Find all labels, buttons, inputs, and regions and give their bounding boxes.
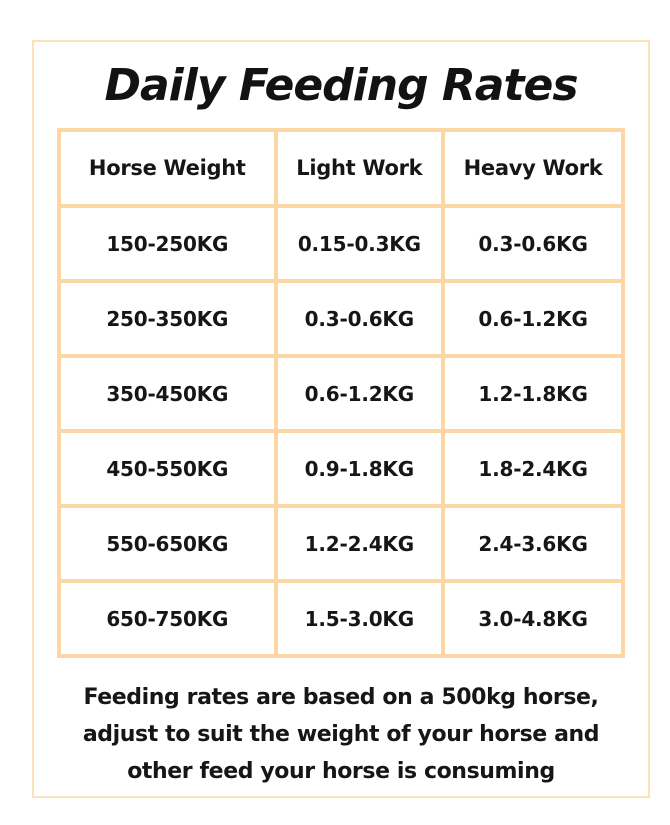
cell-heavy: 3.0-4.8KG [441, 579, 625, 658]
feeding-rates-table: Horse Weight Light Work Heavy Work 150-2… [57, 128, 625, 658]
cell-weight: 150-250KG [57, 204, 278, 283]
footnote-line: other feed your horse is consuming [127, 759, 555, 784]
cell-weight: 650-750KG [57, 579, 278, 658]
table-row: 650-750KG 1.5-3.0KG 3.0-4.8KG [57, 579, 625, 658]
cell-heavy: 1.8-2.4KG [441, 429, 625, 508]
table-row: 250-350KG 0.3-0.6KG 0.6-1.2KG [57, 279, 625, 358]
page-title: Daily Feeding Rates [104, 60, 578, 111]
header-horse-weight: Horse Weight [57, 128, 278, 208]
cell-weight: 350-450KG [57, 354, 278, 433]
table-row: 150-250KG 0.15-0.3KG 0.3-0.6KG [57, 204, 625, 283]
cell-light: 0.3-0.6KG [273, 279, 446, 358]
cell-weight: 250-350KG [57, 279, 278, 358]
cell-light: 0.6-1.2KG [273, 354, 446, 433]
cell-weight: 550-650KG [57, 504, 278, 583]
cell-heavy: 1.2-1.8KG [441, 354, 625, 433]
cell-light: 0.15-0.3KG [273, 204, 446, 283]
cell-heavy: 0.3-0.6KG [441, 204, 625, 283]
footnote: Feeding rates are based on a 500kg horse… [34, 679, 648, 790]
header-heavy-work: Heavy Work [441, 128, 625, 208]
table-row: 450-550KG 0.9-1.8KG 1.8-2.4KG [57, 429, 625, 508]
table-header-row: Horse Weight Light Work Heavy Work [57, 128, 625, 208]
cell-heavy: 2.4-3.6KG [441, 504, 625, 583]
cell-weight: 450-550KG [57, 429, 278, 508]
header-light-work: Light Work [273, 128, 446, 208]
footnote-line: Feeding rates are based on a 500kg horse… [83, 685, 599, 710]
footnote-line: adjust to suit the weight of your horse … [82, 722, 600, 747]
cell-heavy: 0.6-1.2KG [441, 279, 625, 358]
cell-light: 1.5-3.0KG [273, 579, 446, 658]
feeding-rates-card: Daily Feeding Rates Horse Weight Light W… [32, 40, 650, 798]
table-row: 550-650KG 1.2-2.4KG 2.4-3.6KG [57, 504, 625, 583]
cell-light: 1.2-2.4KG [273, 504, 446, 583]
table-row: 350-450KG 0.6-1.2KG 1.2-1.8KG [57, 354, 625, 433]
cell-light: 0.9-1.8KG [273, 429, 446, 508]
